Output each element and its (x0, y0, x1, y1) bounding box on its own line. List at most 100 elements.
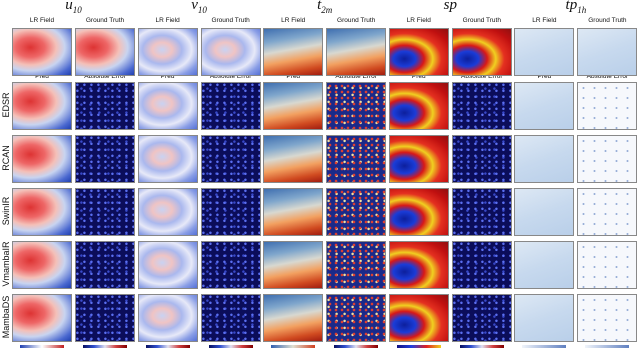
model-label: MambaDS (1, 295, 11, 339)
panel-label: Absolute Error (335, 73, 377, 80)
map-panel (12, 135, 72, 183)
colorbar (522, 345, 567, 348)
variable-base: v (191, 0, 198, 13)
map-panel (137, 28, 198, 76)
colorbar (396, 345, 441, 348)
map-panel (326, 241, 387, 289)
map-panel (12, 28, 72, 76)
map-panel (12, 294, 72, 342)
model-label: RCAN (1, 145, 11, 171)
map-panel (388, 82, 449, 130)
panel-label: Pred (537, 73, 552, 80)
map-panel (137, 188, 198, 236)
map-panel (388, 28, 449, 76)
map-panel (451, 28, 512, 76)
map-panel (326, 28, 387, 76)
variable-subscript: 10 (72, 5, 82, 15)
map-panel (75, 241, 135, 289)
map-panel (577, 135, 638, 183)
panel-label: Pred (35, 73, 49, 80)
map-panel (577, 82, 638, 130)
panel-label: LR Field (532, 17, 557, 24)
colorbar (83, 345, 127, 348)
map-panel (577, 188, 638, 236)
variable-subscript: 1h (577, 5, 587, 15)
map-panel (200, 135, 261, 183)
map-panel (12, 82, 72, 130)
map-panel (514, 294, 575, 342)
colorbar (271, 345, 316, 348)
map-panel (326, 294, 387, 342)
map-panel (577, 294, 638, 342)
variable-base: tp (565, 0, 578, 13)
panel-label: Absolute Error (586, 73, 629, 80)
map-panel (200, 188, 261, 236)
map-panel (12, 241, 72, 289)
map-panel (263, 28, 324, 76)
variable-title: u10 (12, 0, 135, 15)
model-label: SwinIR (1, 196, 11, 226)
map-panel (388, 241, 449, 289)
colorbar (145, 345, 190, 348)
map-panel (263, 188, 324, 236)
map-panel (75, 82, 135, 130)
map-panel (75, 28, 135, 76)
panel-label: LR Field (281, 17, 306, 24)
panel-label: Pred (160, 73, 175, 80)
panel-label: LR Field (155, 17, 180, 24)
map-panel (200, 28, 261, 76)
map-panel (577, 28, 638, 76)
variable-title: sp (389, 0, 512, 14)
panel-label: Ground Truth (462, 17, 501, 24)
panel-label: Ground Truth (588, 17, 627, 24)
map-panel (514, 135, 575, 183)
panel-label: Pred (286, 73, 301, 80)
map-panel (514, 28, 575, 76)
map-panel (388, 294, 449, 342)
variable-subscript: 10 (197, 5, 207, 15)
map-panel (451, 82, 512, 130)
map-panel (451, 241, 512, 289)
variable-title: t2m (263, 0, 386, 15)
map-panel (326, 135, 387, 183)
panel-label: Ground Truth (211, 17, 250, 24)
variable-title: v10 (138, 0, 261, 15)
panel-label: Ground Truth (337, 17, 376, 24)
variable-base: u (65, 0, 73, 13)
panel-label: LR Field (29, 17, 55, 24)
map-panel (200, 241, 261, 289)
map-panel (451, 135, 512, 183)
model-label: VmambaIR (1, 241, 11, 287)
map-panel (388, 188, 449, 236)
variable-subscript: 2m (321, 5, 333, 15)
panel-label: Ground Truth (85, 17, 125, 24)
map-panel (200, 82, 261, 130)
panel-label: Absolute Error (84, 73, 126, 80)
colorbar (585, 345, 630, 348)
map-panel (451, 188, 512, 236)
colorbar (334, 345, 379, 348)
map-panel (137, 241, 198, 289)
colorbar (208, 345, 253, 348)
map-panel (137, 294, 198, 342)
map-panel (75, 294, 135, 342)
map-panel (577, 241, 638, 289)
map-panel (75, 135, 135, 183)
colorbar (20, 345, 64, 348)
map-panel (514, 241, 575, 289)
map-panel (263, 82, 324, 130)
variable-title: tp1h (514, 0, 637, 15)
variable-base: t (317, 0, 322, 13)
map-panel (514, 82, 575, 130)
panel-label: Absolute Error (209, 73, 252, 80)
map-panel (75, 188, 135, 236)
map-panel (388, 135, 449, 183)
panel-label: Pred (411, 73, 426, 80)
map-panel (263, 294, 324, 342)
model-label: EDSR (1, 92, 11, 118)
map-panel (200, 294, 261, 342)
map-panel (263, 241, 324, 289)
map-panel (263, 135, 324, 183)
map-panel (326, 82, 387, 130)
